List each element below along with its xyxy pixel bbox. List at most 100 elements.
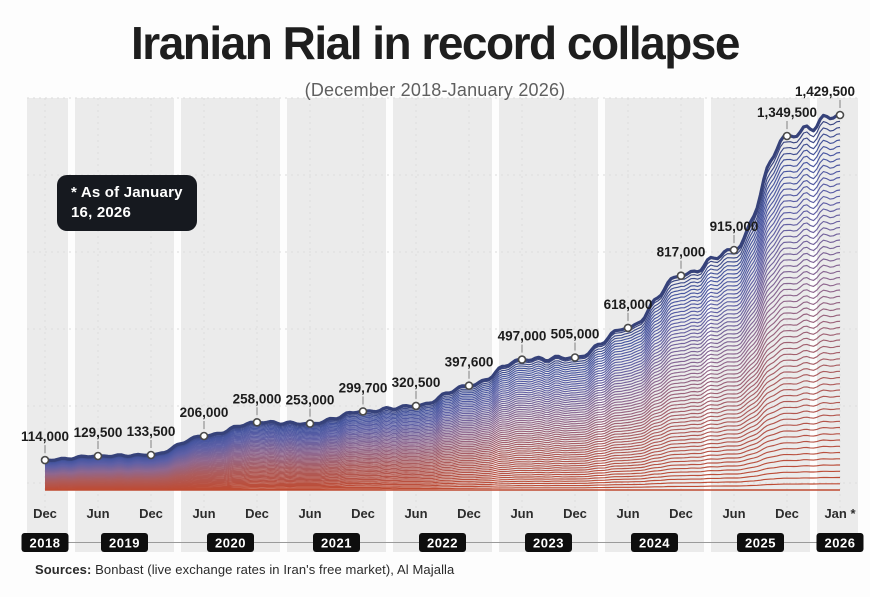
data-point-marker	[305, 419, 315, 428]
ridge-line	[45, 233, 841, 471]
ridge-line	[45, 176, 841, 466]
annotation-note: * As of January 16, 2026	[57, 175, 197, 231]
ridge-line	[44, 289, 841, 475]
ridge-line	[45, 464, 840, 489]
year-badge-label: 2026	[825, 536, 856, 551]
ridge-line	[45, 339, 841, 479]
year-badge-label: 2021	[321, 536, 352, 551]
ridge-line	[45, 426, 841, 486]
ridge-line	[45, 376, 841, 482]
ridge-line	[45, 270, 841, 474]
ridge-line	[45, 158, 841, 465]
ridge-line	[45, 345, 841, 480]
data-point-value-label: 505,000	[551, 327, 600, 342]
year-badge	[419, 533, 466, 552]
data-point-marker	[93, 451, 103, 461]
ridge-line	[45, 164, 841, 465]
month-axis: Dec Jun Dec Jun Dec Jun Dec Jun Dec Jun Dec Jun Dec J…	[33, 506, 856, 521]
month-tick-label: Dec	[775, 506, 799, 521]
year-badge	[631, 533, 678, 552]
data-point-marker	[835, 110, 845, 120]
ridge-line	[45, 326, 841, 478]
year-badge-label: 2024	[639, 536, 670, 551]
data-point-marker	[570, 353, 580, 362]
chart-subtitle: (December 2018-January 2026)	[304, 80, 566, 100]
year-badge-label: 2025	[745, 536, 776, 551]
ridge-line	[45, 445, 840, 488]
data-point-marker	[252, 417, 262, 427]
data-point-marker	[517, 355, 527, 364]
data-point-value-label: 1,429,500	[795, 84, 855, 99]
ridge-line	[45, 283, 841, 475]
data-point-value-label: 618,000	[604, 297, 653, 312]
annotation-line-1: * As of January	[71, 184, 183, 201]
data-point-marker	[411, 401, 421, 411]
ridge-line	[45, 358, 841, 481]
data-point-value-label: 397,600	[445, 355, 494, 370]
ridge-line	[45, 408, 841, 485]
ridge-line	[45, 251, 841, 472]
ridge-line	[45, 245, 841, 472]
month-tick-label: Jun	[192, 506, 215, 521]
chart-title: Iranian Rial in record collapse	[131, 17, 740, 69]
year-badge	[21, 533, 69, 552]
ridge-line	[45, 483, 840, 491]
data-point-marker	[623, 323, 633, 333]
ridge-line	[45, 320, 841, 478]
sources-line: Sources: Bonbast (live exchange rates in…	[35, 562, 454, 577]
ridge-line	[45, 433, 840, 487]
month-tick-label: Jun	[404, 506, 427, 521]
ridge-line	[45, 133, 841, 463]
ridge-line	[45, 333, 841, 479]
year-badge	[737, 533, 784, 552]
ridge-line	[45, 295, 841, 476]
data-point-value-label: 206,000	[180, 405, 229, 420]
data-point-marker	[676, 271, 686, 281]
year-badge-label: 2023	[533, 536, 564, 551]
data-point-value-label: 258,000	[233, 391, 282, 406]
year-badge	[101, 533, 148, 552]
ridge-line	[45, 258, 841, 473]
ridge-line	[45, 189, 841, 467]
year-badge	[313, 533, 360, 552]
ridge-line	[45, 395, 841, 484]
data-point-value-label: 1,349,500	[757, 105, 817, 120]
year-axis: 2018 2019 2020 2021 2022 2023 2024 2025 2026	[21, 533, 864, 552]
ridge-line	[45, 308, 841, 477]
month-tick-label: Jun	[298, 506, 321, 521]
ridge-line	[45, 414, 841, 485]
ridge-line	[45, 208, 841, 469]
ridge-line	[45, 201, 841, 468]
data-point-value-label: 129,500	[74, 425, 123, 440]
data-point-marker	[729, 245, 739, 255]
ridge-line	[45, 239, 841, 471]
ridge-line	[45, 451, 841, 488]
ridge-line	[45, 439, 841, 487]
ridge-line	[45, 420, 841, 486]
month-tick-label: Dec	[669, 506, 693, 521]
ridge-line	[45, 314, 841, 477]
data-point-marker	[464, 381, 474, 391]
month-tick-label: Jun	[722, 506, 745, 521]
month-tick-label: Dec	[245, 506, 269, 521]
month-tick-label: Dec	[139, 506, 163, 521]
month-tick-label: Dec	[457, 506, 481, 521]
year-badge-label: 2018	[30, 536, 61, 551]
ridge-line	[45, 220, 841, 470]
data-point-value-label: 114,000	[21, 429, 69, 444]
year-badge	[816, 533, 864, 552]
month-tick-label: Jan *	[824, 506, 856, 521]
data-point-marker	[199, 431, 209, 441]
data-point-value-label: 915,000	[710, 219, 759, 234]
sources-label: Sources:	[35, 562, 92, 577]
month-tick-label: Dec	[563, 506, 587, 521]
ridge-line	[45, 458, 840, 489]
month-tick-label: Jun	[86, 506, 109, 521]
ridge-line	[45, 145, 841, 464]
ridge-line	[45, 139, 841, 463]
ridge-line	[45, 264, 841, 473]
month-tick-label: Jun	[616, 506, 639, 521]
data-point-marker	[358, 407, 368, 416]
